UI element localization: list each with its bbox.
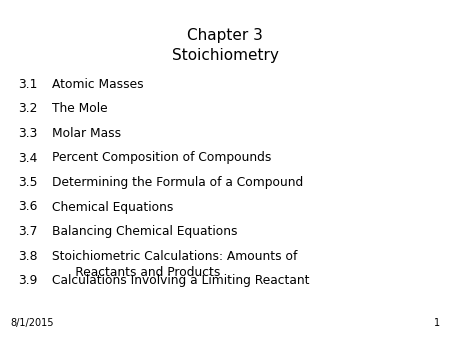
Text: 3.6: 3.6	[18, 200, 37, 214]
Text: 3.4: 3.4	[18, 151, 37, 165]
Text: Balancing Chemical Equations: Balancing Chemical Equations	[52, 225, 238, 238]
Text: 3.2: 3.2	[18, 102, 37, 116]
Text: Stoichiometric Calculations: Amounts of
      Reactants and Products: Stoichiometric Calculations: Amounts of …	[52, 249, 297, 279]
Text: 3.9: 3.9	[18, 274, 37, 287]
Text: 1: 1	[434, 318, 440, 328]
Text: 8/1/2015: 8/1/2015	[10, 318, 54, 328]
Text: 3.1: 3.1	[18, 78, 37, 91]
Text: Chapter 3
Stoichiometry: Chapter 3 Stoichiometry	[171, 28, 279, 63]
Text: Molar Mass: Molar Mass	[52, 127, 121, 140]
Text: Calculations Involving a Limiting Reactant: Calculations Involving a Limiting Reacta…	[52, 274, 310, 287]
Text: 3.3: 3.3	[18, 127, 37, 140]
Text: The Mole: The Mole	[52, 102, 108, 116]
Text: Determining the Formula of a Compound: Determining the Formula of a Compound	[52, 176, 303, 189]
Text: 3.8: 3.8	[18, 249, 37, 263]
Text: Atomic Masses: Atomic Masses	[52, 78, 144, 91]
Text: Chemical Equations: Chemical Equations	[52, 200, 173, 214]
Text: Percent Composition of Compounds: Percent Composition of Compounds	[52, 151, 271, 165]
Text: 3.5: 3.5	[18, 176, 37, 189]
Text: 3.7: 3.7	[18, 225, 37, 238]
